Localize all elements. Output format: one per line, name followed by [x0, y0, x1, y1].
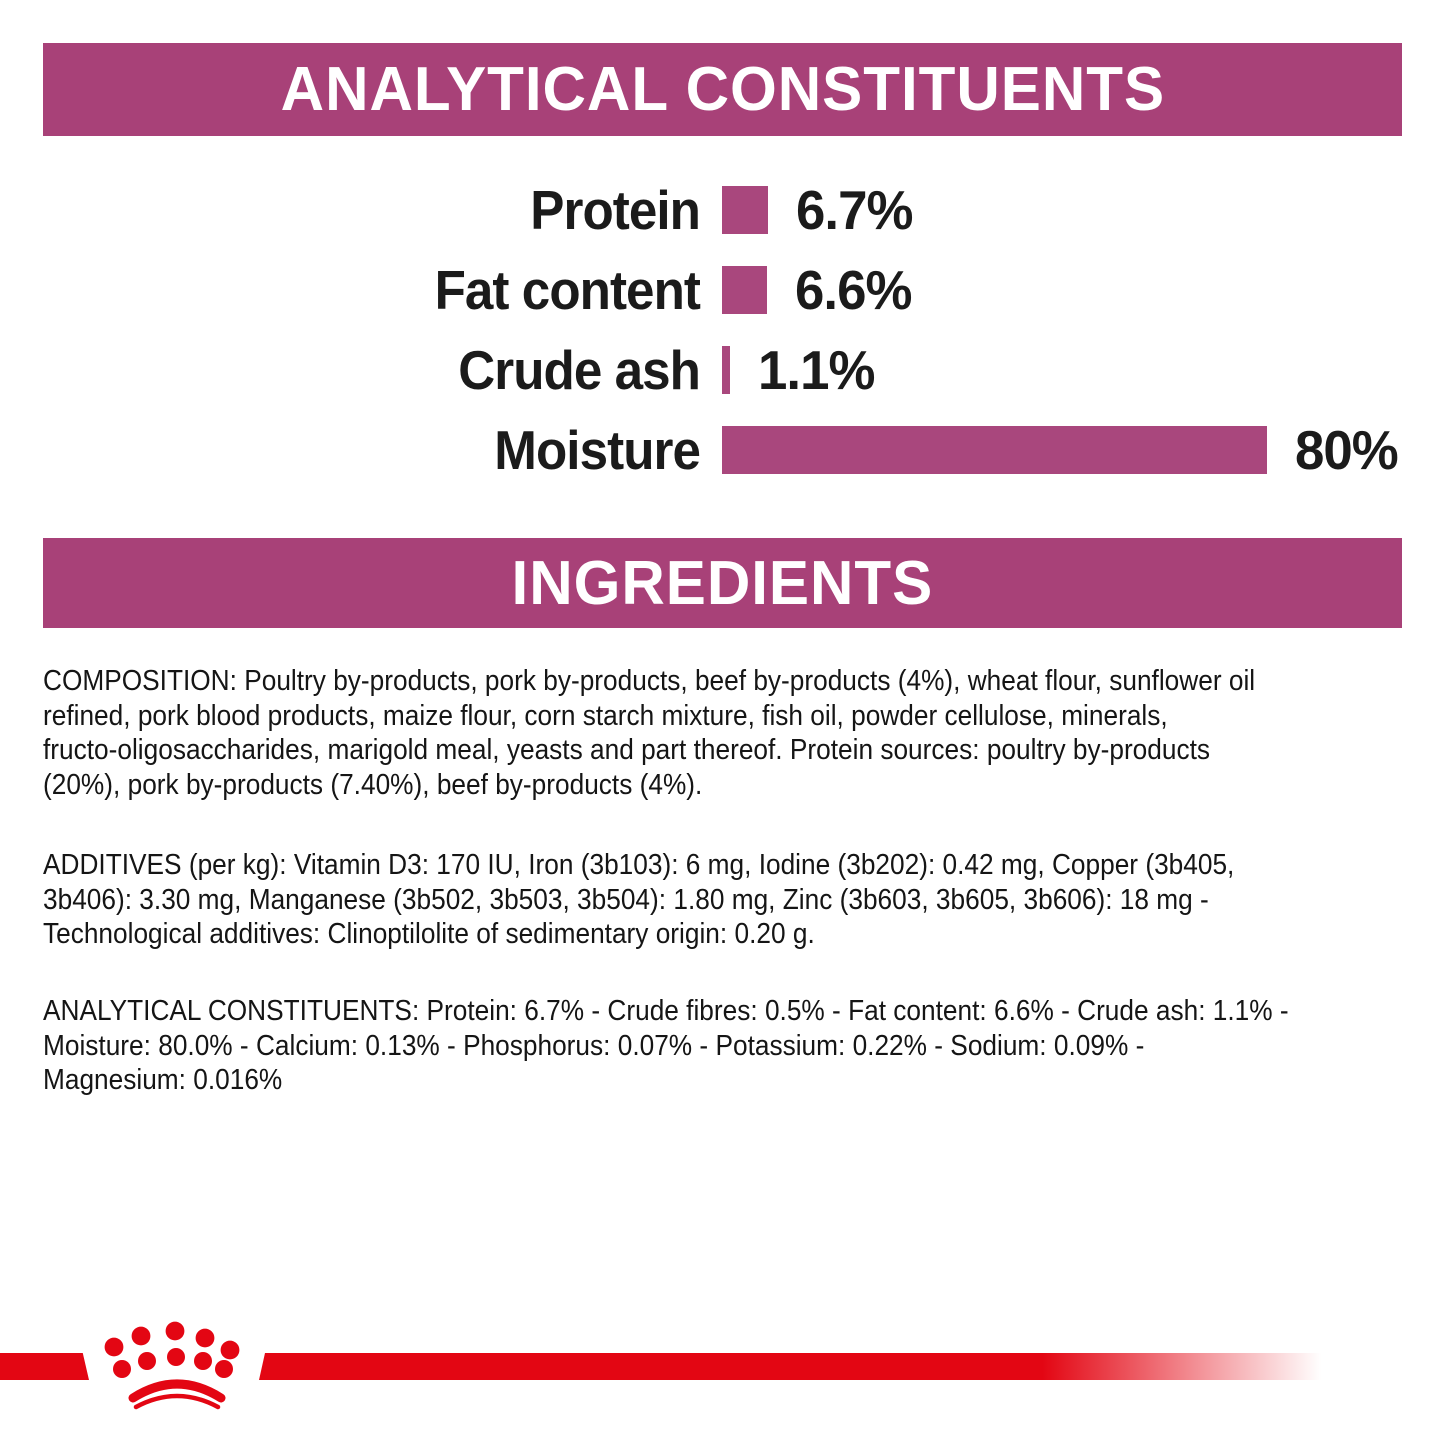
chart-bar — [722, 426, 1267, 474]
chart-value: 6.7% — [795, 179, 913, 241]
analytical-constituents-chart: Protein 6.7% Fat content 6.6% Crude ash … — [0, 170, 1445, 490]
chart-label: Protein — [530, 179, 701, 241]
crown-dots — [104, 1321, 240, 1378]
chart-row-moisture: Moisture 80% — [0, 410, 1445, 490]
chart-value: 80% — [1295, 419, 1399, 481]
ingredients-title: INGREDIENTS — [511, 548, 934, 618]
chart-label: Fat content — [434, 259, 701, 321]
chart-value: 1.1% — [757, 339, 875, 401]
chart-bar — [722, 186, 768, 234]
ingredients-banner: INGREDIENTS — [43, 538, 1402, 628]
chart-row-fat-content: Fat content 6.6% — [0, 250, 1445, 330]
analytical-constituents-title: ANALYTICAL CONSTITUENTS — [280, 55, 1165, 124]
analytical-constituents-banner: ANALYTICAL CONSTITUENTS — [43, 43, 1402, 136]
chart-label: Crude ash — [458, 339, 701, 401]
analytical-constituents-paragraph: ANALYTICAL CONSTITUENTS: Protein: 6.7% -… — [43, 995, 1289, 1096]
crown-base-arcs — [128, 1379, 226, 1410]
brand-stripe-right — [259, 1353, 1332, 1380]
composition-paragraph: COMPOSITION: Poultry by-products, pork b… — [43, 665, 1256, 801]
chart-row-protein: Protein 6.7% — [0, 170, 1445, 250]
chart-bar — [722, 346, 730, 394]
chart-bar — [722, 266, 767, 314]
royal-canin-crown-icon — [104, 1321, 240, 1410]
brand-stripe-left — [0, 1353, 89, 1380]
chart-row-crude-ash: Crude ash 1.1% — [0, 330, 1445, 410]
additives-paragraph: ADDITIVES (per kg): Vitamin D3: 170 IU, … — [43, 849, 1235, 950]
chart-label: Moisture — [494, 419, 701, 481]
chart-value: 6.6% — [795, 259, 912, 321]
